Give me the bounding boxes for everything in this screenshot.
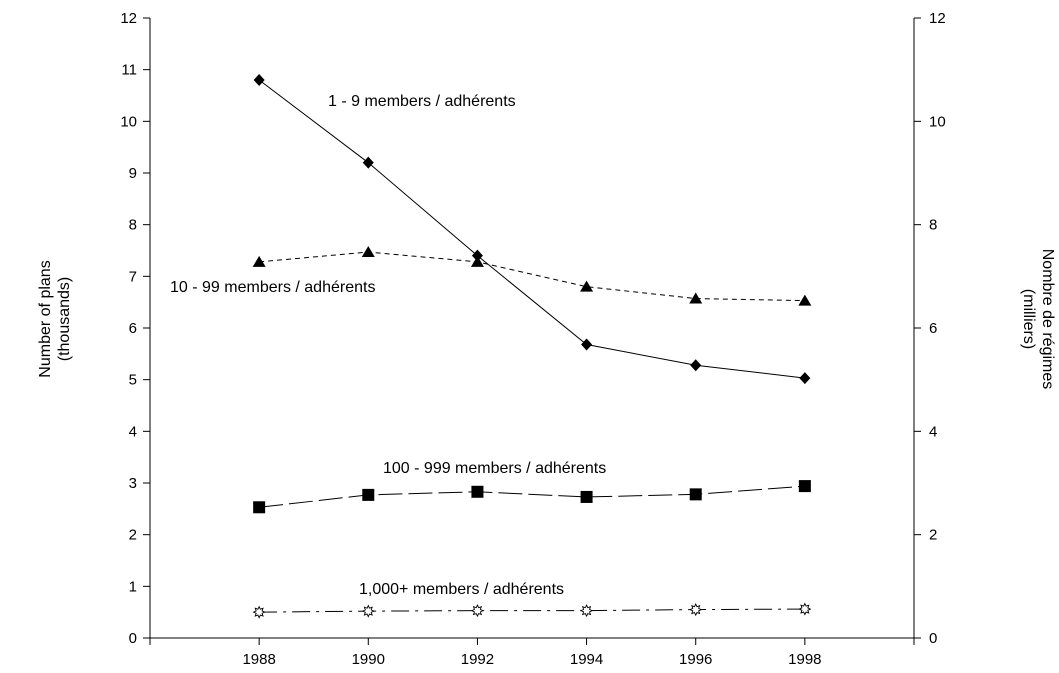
series-0-point-1998 [799, 372, 811, 385]
left-y-tick-label: 1 [129, 578, 137, 595]
left-y-tick-label: 5 [129, 372, 137, 389]
right-y-tick-label: 10 [929, 113, 946, 130]
series-3-point-1988 [252, 605, 266, 619]
right-y-tick-label: 4 [929, 423, 937, 440]
series-2-point-1988 [253, 501, 266, 514]
left-y-tick-label: 4 [129, 423, 137, 440]
series-3-point-1998 [798, 602, 812, 616]
right-y-tick-label: 8 [929, 217, 937, 234]
x-tick-label: 1998 [788, 651, 821, 668]
series-0-point-1990 [362, 156, 374, 169]
series-0-point-1994 [581, 338, 593, 351]
series-0-point-1996 [690, 359, 702, 372]
series-2-point-1996 [689, 488, 702, 501]
right-y-tick-label: 12 [929, 10, 946, 27]
series-markers [252, 74, 812, 619]
right-axis-title-line1: Nombre de régimes [1039, 249, 1056, 390]
series-3-point-1990 [361, 604, 375, 618]
series-line-1 [259, 251, 805, 302]
series-0-point-1992 [471, 249, 483, 262]
series-1-point-1990 [361, 246, 375, 258]
series-label-1-9: 1 - 9 members / adhérents [328, 93, 516, 110]
series-2-point-1990 [362, 488, 375, 501]
series-1-point-1994 [580, 280, 594, 292]
series-label-10-99: 10 - 99 members / adhérents [170, 279, 375, 296]
right-y-tick-label: 2 [929, 527, 937, 544]
series-1-point-1988 [252, 255, 266, 267]
series-1-point-1992 [470, 255, 484, 267]
left-y-tick-label: 10 [120, 113, 137, 130]
left-y-tick-label: 2 [129, 527, 137, 544]
right-axis-title-line2: (milliers) [1020, 289, 1037, 349]
series-1-point-1998 [798, 294, 812, 306]
left-y-tick-label: 12 [120, 10, 137, 27]
series-label-100-999: 100 - 999 members / adhérents [383, 460, 606, 477]
series-2-point-1998 [798, 480, 811, 493]
series-3-point-1996 [689, 603, 703, 617]
right-y-tick-label: 6 [929, 320, 937, 337]
x-tick-label: 1988 [242, 651, 275, 668]
series-label-1000-plus: 1,000+ members / adhérents [359, 581, 564, 598]
series-line-2 [259, 485, 805, 508]
left-y-tick-label: 0 [129, 630, 137, 647]
series-line-0 [258, 79, 805, 379]
series-lines [258, 79, 805, 613]
x-tick-label: 1994 [570, 651, 603, 668]
right-y-tick-label: 0 [929, 630, 937, 647]
x-tick-label: 1992 [461, 651, 494, 668]
x-tick-label: 1996 [679, 651, 712, 668]
series-0-point-1988 [253, 74, 265, 86]
left-y-tick-label: 11 [121, 62, 137, 79]
left-y-tick-label: 7 [129, 268, 137, 285]
series-3-point-1992 [470, 604, 484, 618]
series-line-3 [259, 608, 805, 613]
x-tick-label: 1990 [352, 651, 385, 668]
left-y-tick-label: 3 [129, 475, 137, 492]
left-axis-title-line1: Number of plans [37, 260, 54, 377]
left-axis-title-line2: (thousands) [56, 277, 73, 362]
left-y-tick-label: 9 [129, 165, 137, 182]
left-y-tick-label: 8 [129, 217, 137, 234]
series-2-point-1992 [471, 485, 484, 498]
series-1-point-1996 [689, 292, 703, 304]
series-2-point-1994 [580, 490, 593, 503]
series-3-point-1994 [580, 604, 594, 618]
left-y-tick-label: 6 [129, 320, 137, 337]
